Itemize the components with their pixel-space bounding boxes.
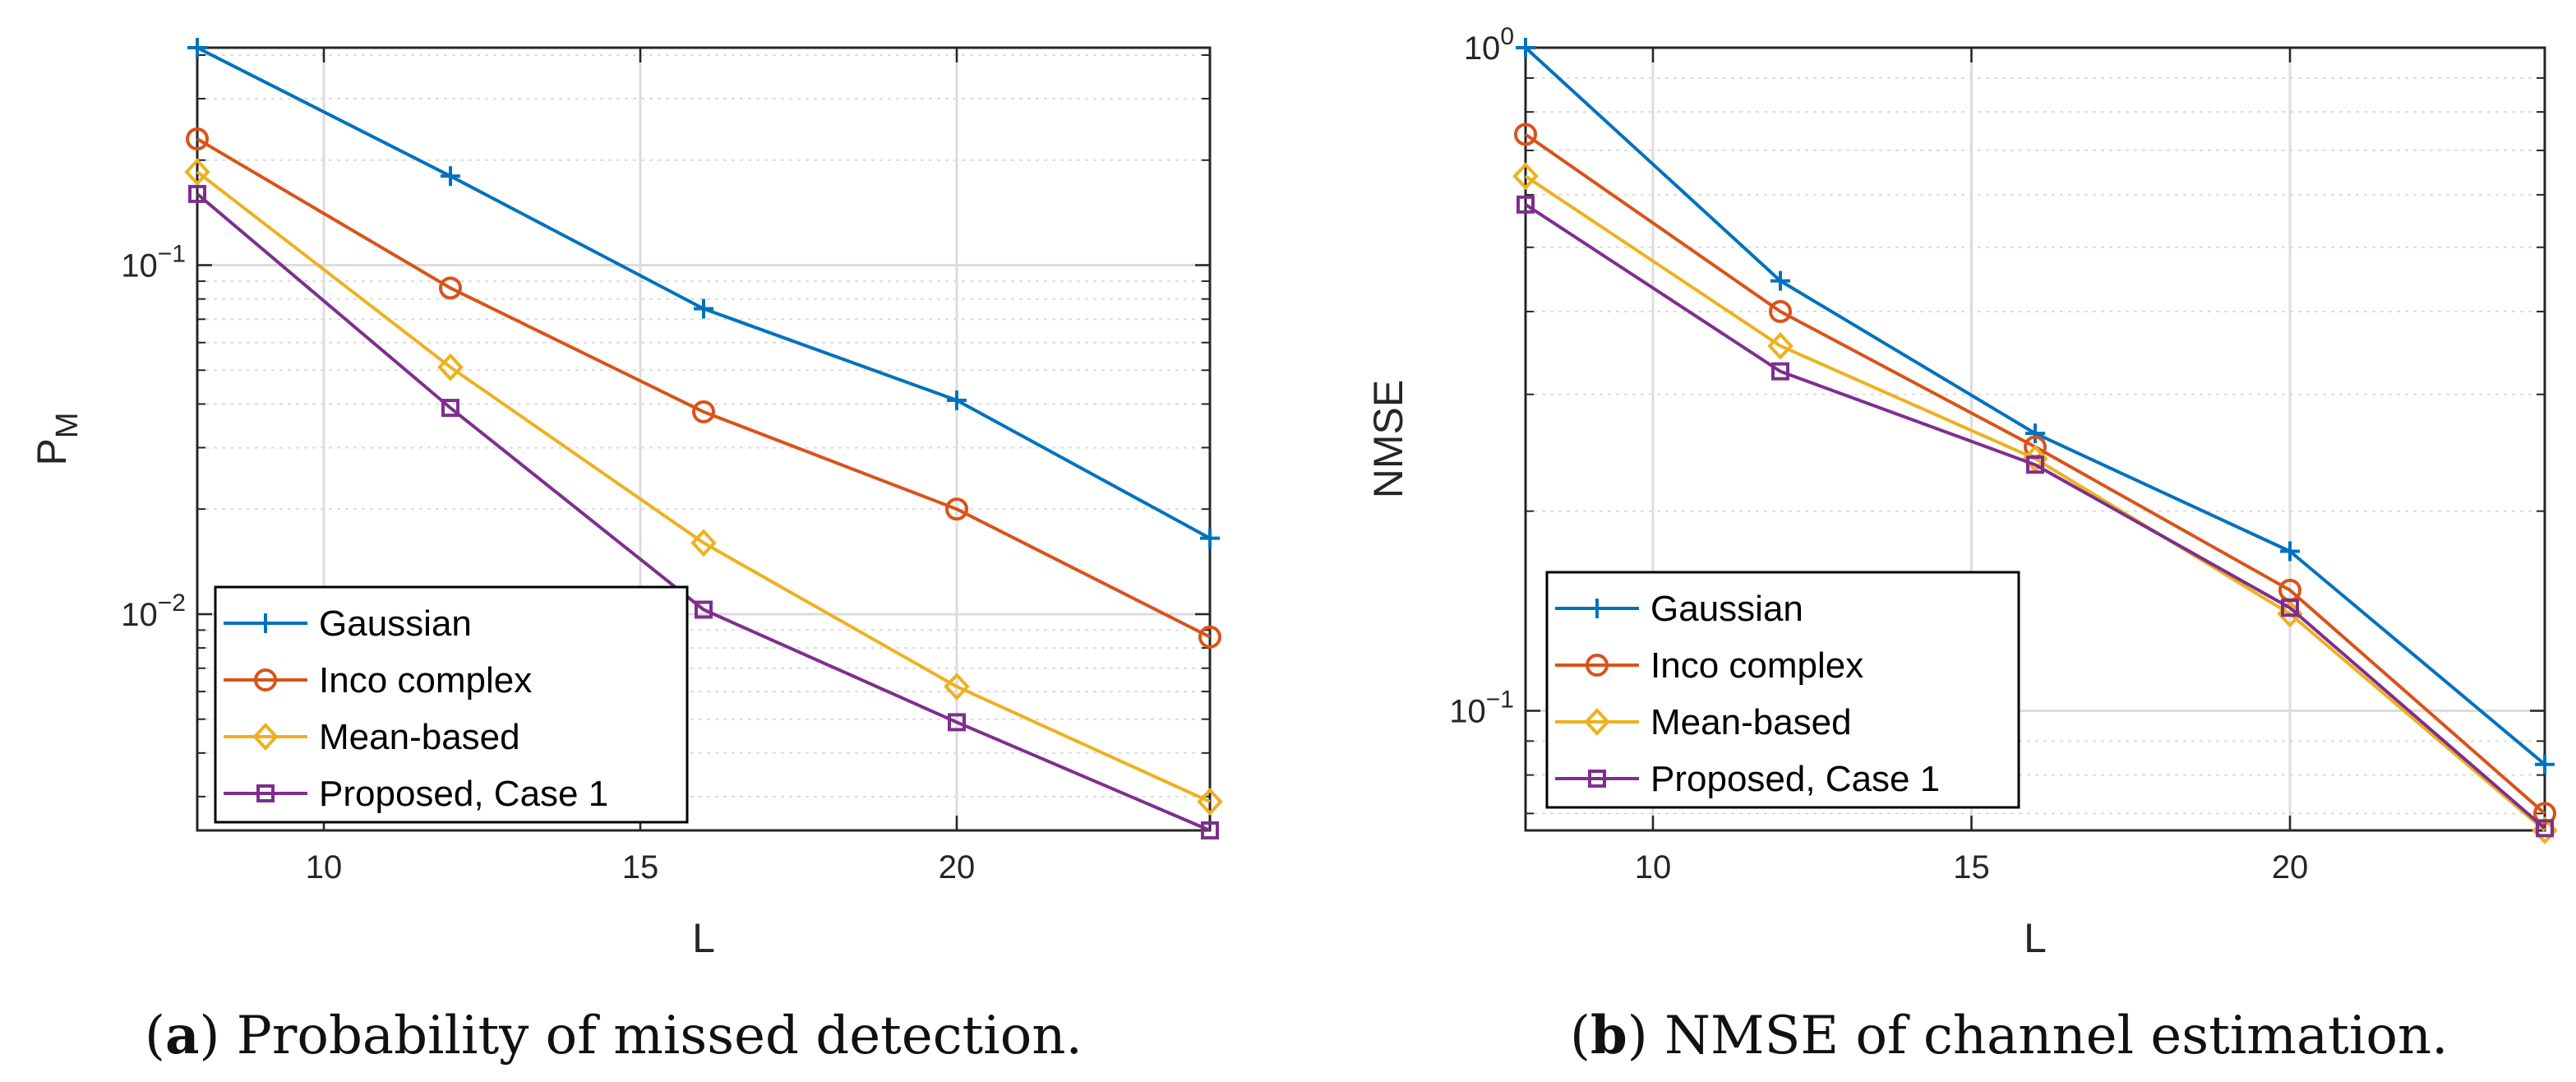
caption-b: (b) NMSE of channel estimation.: [1570, 1005, 2448, 1066]
data-point-a-2-4: [1197, 788, 1223, 816]
legend-label-b-2: Mean-based: [1650, 702, 1852, 742]
series-a-square: [188, 184, 1219, 839]
series-line-a-1: [196, 137, 1211, 639]
minor-grid-a: [197, 53, 1210, 798]
legend-marker-b-3: [1588, 770, 1606, 788]
caption-b-close: ): [1627, 1006, 1648, 1066]
axes-box-a: [196, 46, 1212, 832]
data-point-a-3-2: [695, 600, 713, 619]
data-point-b-0-1: [1770, 270, 1790, 291]
minor-grid-b: [1526, 76, 2545, 815]
data-point-b-2-1: [1767, 331, 1794, 360]
data-point-b-2-0: [1512, 162, 1539, 191]
legend-label-a-1: Inco complex: [319, 660, 532, 701]
data-point-b-3-4: [2536, 819, 2554, 838]
x-tick-label-b-2: 20: [2272, 849, 2309, 885]
legend-label-a-3: Proposed, Case 1: [319, 774, 608, 814]
x-axis-label-a: L: [692, 915, 715, 961]
data-point-b-3-2: [2026, 455, 2044, 474]
legend-marker-b-1: [1586, 654, 1609, 677]
data-point-a-1-4: [1198, 625, 1221, 649]
data-point-a-3-1: [441, 399, 459, 418]
series-a-plus: [187, 38, 1220, 548]
legend-marker-b-0: [1587, 599, 1607, 618]
data-point-b-3-3: [2281, 599, 2299, 617]
data-point-b-1-0: [1514, 123, 1537, 146]
data-point-a-1-3: [945, 497, 968, 521]
data-point-a-2-2: [690, 529, 717, 557]
x-axis-label-b: L: [2024, 915, 2047, 961]
series-a-diamond: [184, 158, 1223, 816]
series-line-a-3: [196, 192, 1211, 832]
data-point-a-1-2: [692, 400, 715, 423]
legend-label-b-3: Proposed, Case 1: [1650, 759, 1940, 799]
caption-a-open: (: [145, 1006, 165, 1066]
data-point-a-2-0: [184, 158, 210, 187]
data-point-b-1-1: [1769, 299, 1792, 323]
data-point-b-3-1: [1771, 362, 1789, 381]
data-point-a-0-0: [187, 38, 207, 58]
data-point-b-1-4: [2533, 802, 2556, 825]
data-point-a-0-4: [1200, 528, 1220, 548]
data-point-a-1-0: [186, 127, 209, 150]
x-tick-label-a-2: 20: [939, 849, 976, 885]
x-tick-label-b-0: 10: [1635, 849, 1672, 885]
axes-box-b: [1524, 46, 2546, 832]
y-axis-label-b: NMSE: [1365, 380, 1411, 498]
legend-marker-a-3: [256, 784, 275, 802]
series-line-b-3: [1524, 203, 2546, 830]
data-point-b-3-0: [1517, 195, 1535, 214]
caption-a-close: ): [199, 1006, 220, 1066]
legend-marker-a-1: [254, 668, 277, 691]
data-point-a-3-0: [188, 184, 206, 203]
data-point-a-0-2: [694, 298, 713, 319]
y-tick-label-b-1: 10−1: [1449, 686, 1514, 729]
data-point-a-0-3: [947, 390, 967, 410]
legend-label-a-0: Gaussian: [319, 603, 472, 644]
legend-a: Gaussian Inco complex Mean-based Proposed, …: [214, 585, 689, 824]
legend-label-a-2: Mean-based: [319, 717, 520, 757]
caption-a-letter: a: [164, 1005, 200, 1066]
data-point-b-0-2: [2025, 423, 2045, 444]
legend-label-b-0: Gaussian: [1650, 589, 1803, 629]
series-a-circle: [186, 127, 1221, 649]
legend-marker-a-2: [252, 723, 279, 751]
data-point-b-0-3: [2280, 541, 2300, 562]
x-tick-label-a-0: 10: [306, 849, 343, 885]
legend-marker-b-2: [1584, 708, 1610, 736]
y-tick-label-b-0: 100: [1464, 23, 1514, 67]
panel-a-missed-detection: 10−1 10−2 10 15 20 L PM Gaussian Inco complex Mea…: [29, 38, 1223, 961]
caption-b-text: NMSE of channel estimation.: [1647, 1006, 2449, 1066]
legend-b: Gaussian Inco complex Mean-based Proposed, …: [1545, 571, 2020, 809]
legend-box-b: [1545, 571, 2020, 809]
caption-b-letter: b: [1590, 1005, 1627, 1066]
caption-a-text: Probability of missed detection.: [219, 1006, 1083, 1066]
data-point-a-0-1: [441, 166, 460, 187]
series-b-square: [1517, 195, 2554, 838]
legend-box-a: [214, 585, 689, 824]
data-point-a-2-3: [944, 673, 970, 701]
data-point-a-3-4: [1201, 821, 1219, 839]
y-tick-label-a-1: 10−2: [121, 590, 186, 633]
data-point-b-2-2: [2022, 444, 2048, 473]
data-point-b-0-0: [1516, 38, 1535, 58]
data-point-a-1-1: [439, 276, 462, 300]
caption-b-open: (: [1570, 1006, 1590, 1066]
x-tick-label-b-1: 15: [1953, 849, 1990, 885]
data-point-a-2-1: [437, 353, 464, 381]
y-axis-label-a: PM: [29, 412, 85, 465]
legend-label-b-1: Inco complex: [1650, 645, 1863, 686]
caption-a: (a) Probability of missed detection.: [145, 1005, 1083, 1066]
series-line-a-2: [196, 170, 1211, 803]
data-point-b-0-4: [2535, 754, 2555, 775]
data-point-a-3-3: [948, 713, 966, 732]
x-tick-label-a-1: 15: [622, 849, 659, 885]
panel-b-nmse: 100 10−1 10 15 20 L NMSE Gaussian Inco complex Me…: [1365, 23, 2558, 961]
y-tick-label-a-0: 10−1: [121, 241, 186, 284]
legend-marker-a-0: [256, 613, 275, 633]
series-b-plus: [1516, 38, 2555, 775]
